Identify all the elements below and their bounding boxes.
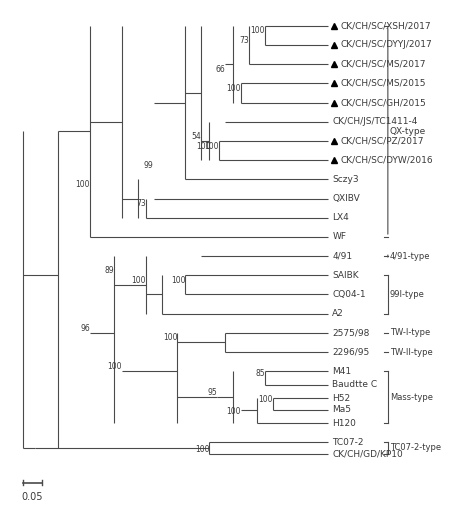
Text: 100: 100 [195, 445, 209, 454]
Text: CK/CH/SC/PZ/2017: CK/CH/SC/PZ/2017 [340, 136, 424, 146]
Text: Baudtte C: Baudtte C [332, 380, 377, 389]
Text: 100: 100 [227, 84, 241, 93]
Text: CK/CH/GD/KP10: CK/CH/GD/KP10 [332, 449, 403, 458]
Text: 95: 95 [208, 388, 217, 397]
Text: M41: M41 [332, 367, 351, 376]
Text: Mass-type: Mass-type [390, 392, 433, 402]
Text: CQ04-1: CQ04-1 [332, 290, 366, 299]
Text: CK/CH/SC/MS/2017: CK/CH/SC/MS/2017 [340, 60, 426, 68]
Text: 100: 100 [163, 334, 177, 342]
Text: 100: 100 [205, 141, 219, 151]
Text: A2: A2 [332, 309, 344, 318]
Text: H52: H52 [332, 393, 350, 403]
Text: 73: 73 [239, 36, 249, 45]
Text: 73: 73 [136, 199, 146, 208]
Text: TC07-2-type: TC07-2-type [390, 444, 441, 452]
Text: TC07-2: TC07-2 [332, 438, 364, 447]
Text: 2296/95: 2296/95 [332, 347, 370, 356]
Text: CK/CH/SC/GH/2015: CK/CH/SC/GH/2015 [340, 98, 426, 107]
Text: QX-type: QX-type [390, 127, 426, 136]
Text: 100: 100 [108, 362, 122, 371]
Text: TW-II-type: TW-II-type [390, 347, 433, 356]
Text: 0.05: 0.05 [22, 492, 43, 502]
Text: 100: 100 [197, 141, 211, 151]
Text: 54: 54 [191, 132, 201, 141]
Text: CK/CH/SC/DYYJ/2017: CK/CH/SC/DYYJ/2017 [340, 41, 432, 50]
Text: H120: H120 [332, 419, 356, 427]
Text: QXIBV: QXIBV [332, 194, 360, 203]
Text: 89: 89 [104, 266, 114, 275]
Text: WF: WF [332, 232, 346, 241]
Text: Ma5: Ma5 [332, 405, 351, 414]
Text: 100: 100 [76, 180, 90, 189]
Text: 100: 100 [131, 276, 146, 285]
Text: 100: 100 [227, 407, 241, 416]
Text: 4/91-type: 4/91-type [390, 251, 430, 261]
Text: 4/91: 4/91 [332, 251, 352, 261]
Text: 66: 66 [215, 65, 225, 74]
Text: LX4: LX4 [332, 213, 349, 222]
Text: Sczy3: Sczy3 [332, 175, 359, 184]
Text: SAIBK: SAIBK [332, 271, 359, 280]
Text: 85: 85 [255, 369, 265, 378]
Text: 96: 96 [81, 324, 90, 333]
Text: CK/CH/SC/DYW/2016: CK/CH/SC/DYW/2016 [340, 156, 433, 165]
Text: 100: 100 [258, 395, 273, 404]
Text: CK/CH/JS/TC1411-4: CK/CH/JS/TC1411-4 [332, 117, 418, 126]
Text: 100: 100 [171, 276, 185, 285]
Text: 100: 100 [250, 26, 265, 35]
Text: 99: 99 [144, 161, 154, 170]
Text: CK/CH/SC/XSH/2017: CK/CH/SC/XSH/2017 [340, 21, 431, 30]
Text: CK/CH/SC/MS/2015: CK/CH/SC/MS/2015 [340, 79, 426, 88]
Text: 99I-type: 99I-type [390, 290, 425, 299]
Text: TW-I-type: TW-I-type [390, 329, 430, 337]
Text: 2575/98: 2575/98 [332, 329, 370, 337]
